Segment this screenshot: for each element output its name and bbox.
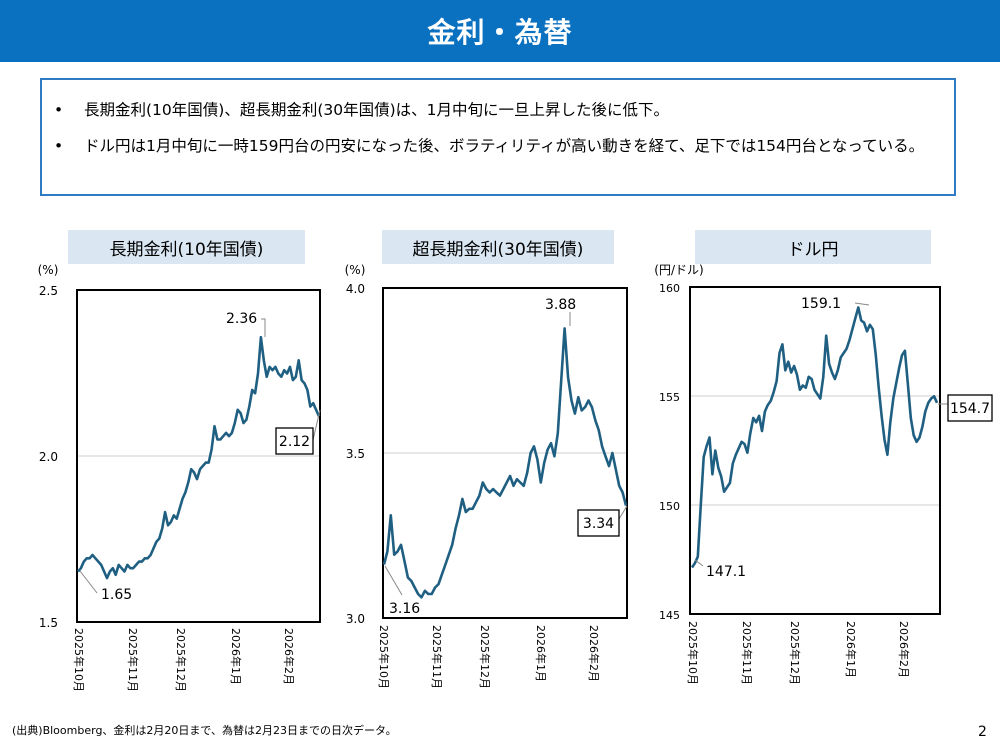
- chart-usdjpy-svg: (円/ドル) 160 155 150 145 2025年10月 2025年11月…: [654, 263, 993, 685]
- callout-leader: [618, 505, 628, 520]
- y-tick-label: 150: [659, 500, 680, 513]
- callout-leader: [79, 570, 98, 594]
- x-tick-label: 2026年1月: [229, 628, 243, 685]
- chart-30y-svg: (%) 4.0 3.5 3.0 2025年10月 2025年11月 2025年1…: [345, 263, 628, 689]
- callout-high: 159.1: [801, 296, 870, 312]
- bullet-icon: •: [54, 137, 64, 155]
- y-tick-label: 145: [659, 609, 680, 622]
- x-tick-label: 2025年12月: [174, 628, 188, 692]
- annotation-high: 3.88: [545, 297, 576, 313]
- callout-high: 3.88: [545, 297, 576, 326]
- chart-title: 超長期金利(30年国債): [382, 230, 614, 264]
- annotation-latest: 154.7: [950, 401, 990, 417]
- annotation-latest: 3.34: [583, 516, 614, 532]
- annotation-low: 147.1: [706, 564, 746, 580]
- annotation-box: [275, 427, 314, 455]
- y-axis-unit: (%): [345, 263, 366, 277]
- x-tick-label: 2025年12月: [478, 625, 492, 689]
- y-tick-label: 2.5: [39, 284, 58, 298]
- series-line: [77, 335, 321, 580]
- callout-latest: 2.12: [275, 409, 321, 455]
- plot-frame: [689, 286, 941, 615]
- chart-usdjpy: ドル円 (円/ドル) 160 155 150 145 2025年10月 2025…: [615, 230, 993, 710]
- x-tick-labels: 2025年10月 2025年11月 2025年12月 2026年1月 2026年…: [377, 625, 601, 689]
- y-tick-labels: 160 155 150 145: [659, 282, 680, 622]
- x-tick-label: 2026年2月: [587, 625, 601, 682]
- x-tick-label: 2025年10月: [377, 625, 391, 689]
- y-tick-label: 3.0: [346, 612, 365, 626]
- summary-item: • 長期金利(10年国債)、超長期金利(30年国債)は、1月中旬に一旦上昇した後…: [54, 98, 944, 122]
- plot-frame: [382, 287, 628, 619]
- y-axis-unit: (円/ドル): [654, 263, 703, 277]
- y-tick-labels: 2.5 2.0 1.5: [39, 284, 58, 630]
- chart-30y-yield: 超長期金利(30年国債) (%) 4.0 3.5 3.0 2025年10月 20…: [305, 230, 628, 710]
- y-tick-label: 4.0: [346, 282, 365, 296]
- x-tick-label: 2025年10月: [72, 628, 86, 692]
- x-tick-labels: 2025年10月 2025年11月 2025年12月 2026年1月 2026年…: [686, 621, 911, 685]
- y-tick-label: 160: [659, 282, 680, 295]
- x-tick-labels: 2025年10月 2025年11月 2025年12月 2026年1月 2026年…: [72, 628, 296, 692]
- x-tick-label: 2026年2月: [897, 621, 911, 678]
- chart-title: ドル円: [695, 230, 931, 264]
- callout-latest: 3.34: [577, 505, 628, 537]
- plot-frame: [76, 289, 321, 623]
- callout-low: 147.1: [694, 559, 746, 580]
- x-tick-label: 2026年2月: [282, 628, 296, 685]
- summary-box: • 長期金利(10年国債)、超長期金利(30年国債)は、1月中旬に一旦上昇した後…: [40, 78, 956, 196]
- y-tick-label: 1.5: [39, 616, 58, 630]
- callout-leader: [312, 409, 321, 441]
- summary-item-text: 長期金利(10年国債)、超長期金利(30年国債)は、1月中旬に一旦上昇した後に低…: [84, 101, 669, 119]
- callout-leader: [854, 302, 870, 306]
- page-title: 金利・為替: [427, 16, 573, 49]
- callout-low: 1.65: [79, 570, 132, 603]
- x-tick-label: 2026年1月: [844, 621, 858, 678]
- summary-item: • ドル円は1月中旬に一時159円台の円安になった後、ボラティリティが高い動きを…: [54, 134, 944, 158]
- title-bar: 金利・為替: [0, 0, 1000, 62]
- x-tick-label: 2025年10月: [686, 621, 700, 685]
- y-tick-labels: 4.0 3.5 3.0: [346, 282, 365, 626]
- page-number: 2: [978, 724, 987, 740]
- x-tick-label: 2026年1月: [534, 625, 548, 682]
- annotation-box: [577, 509, 620, 537]
- x-tick-label: 2025年11月: [126, 628, 140, 692]
- callout-leader: [384, 565, 403, 596]
- annotation-low: 1.65: [101, 587, 132, 603]
- callout-low: 3.16: [384, 565, 420, 617]
- chart-10y-yield: 長期金利(10年国債) (%) 2.5 2.0 1.5 2025年10月 202…: [0, 230, 321, 710]
- annotation-box: [947, 394, 993, 422]
- source-note: (出典)Bloomberg、金利は2月20日まで、為替は2月23日までの日次デー…: [12, 724, 397, 737]
- x-tick-label: 2025年11月: [430, 625, 444, 689]
- bullet-icon: •: [54, 101, 64, 119]
- summary-item-text: ドル円は1月中旬に一時159円台の円安になった後、ボラティリティが高い動きを経て…: [84, 137, 925, 155]
- annotation-latest: 2.12: [279, 434, 310, 450]
- y-axis-unit: (%): [38, 263, 59, 277]
- y-tick-label: 3.5: [346, 447, 365, 461]
- chart-10y-svg: (%) 2.5 2.0 1.5 2025年10月 2025年11月 2025年1…: [38, 263, 321, 692]
- annotation-high: 2.36: [226, 311, 257, 327]
- annotation-high: 159.1: [801, 296, 841, 312]
- chart-title: 長期金利(10年国債): [68, 230, 305, 264]
- annotation-low: 3.16: [389, 601, 420, 617]
- x-tick-label: 2025年12月: [788, 621, 802, 685]
- series-line: [382, 327, 628, 599]
- callout-leader: [261, 318, 266, 337]
- callout-latest: 154.7: [938, 394, 993, 422]
- callout-high: 2.36: [226, 311, 266, 337]
- y-tick-label: 155: [659, 391, 680, 404]
- series-line: [690, 306, 939, 569]
- y-tick-label: 2.0: [39, 450, 58, 464]
- x-tick-label: 2025年11月: [740, 621, 754, 685]
- callout-leader: [694, 559, 704, 567]
